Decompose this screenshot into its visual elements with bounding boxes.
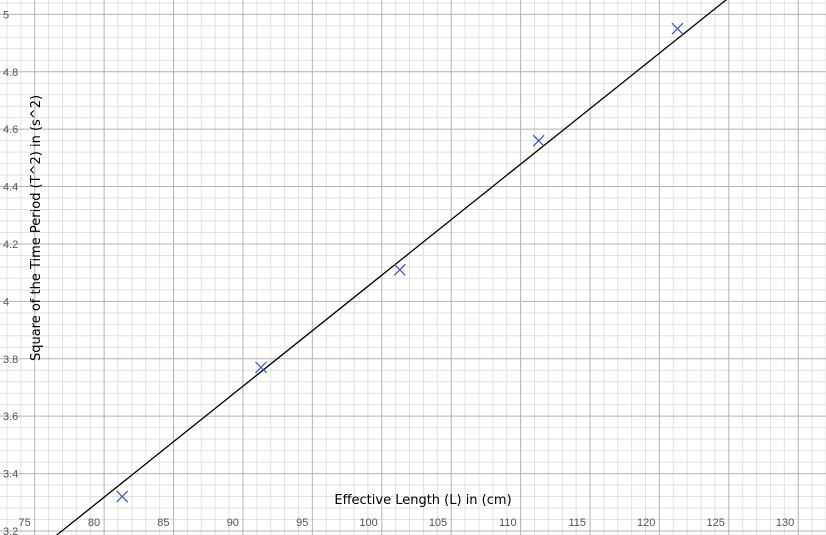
best-fit-line <box>55 0 727 535</box>
data-point-x-marker <box>671 22 684 35</box>
y-tick-label: 4.4 <box>3 182 18 194</box>
marker-stroke <box>116 490 129 503</box>
x-tick-label: 85 <box>157 517 169 529</box>
best-fit-line-group <box>55 0 727 535</box>
x-tick-label: 80 <box>88 517 100 529</box>
x-tick-label: 105 <box>429 517 447 529</box>
y-tick-label: 3.8 <box>3 354 18 366</box>
marker-stroke <box>393 263 406 276</box>
x-tick-label: 125 <box>706 517 724 529</box>
y-tick-label: 3.4 <box>3 469 18 481</box>
marker-stroke <box>532 134 545 147</box>
x-tick-label: 95 <box>296 517 308 529</box>
y-tick-label: 4.2 <box>3 239 18 251</box>
data-point-x-marker <box>255 361 267 374</box>
y-axis-tick-labels: 3.2 3.4 3.6 3.8 4 4.2 4.4 4.6 4.8 5 <box>3 9 18 535</box>
data-points <box>116 22 684 503</box>
x-tick-label: 110 <box>499 517 517 529</box>
y-tick-label: 4 <box>3 296 9 308</box>
x-axis-title: Effective Length (L) in (cm) <box>334 493 511 508</box>
marker-stroke <box>671 22 684 35</box>
data-point-x-marker <box>116 490 129 503</box>
y-tick-label: 4.8 <box>3 67 18 79</box>
x-tick-label: 120 <box>637 517 655 529</box>
y-tick-label: 5 <box>3 9 9 21</box>
data-point-x-marker <box>393 263 406 276</box>
marker-stroke <box>255 361 267 374</box>
y-tick-label: 3.6 <box>3 411 18 423</box>
x-tick-label: 75 <box>18 517 30 529</box>
x-axis-tick-labels: 75 80 85 90 95 100 105 110 115 120 125 130 <box>18 517 794 529</box>
y-tick-label: 3.2 <box>3 526 18 535</box>
x-tick-label: 130 <box>776 517 794 529</box>
y-tick-label: 4.6 <box>3 124 18 136</box>
x-tick-label: 100 <box>359 517 377 529</box>
y-axis-title: Square of the Time Period (T^2) in (s^2) <box>29 95 44 361</box>
x-tick-label: 115 <box>568 517 586 529</box>
data-point-x-marker <box>532 134 545 147</box>
x-tick-label: 90 <box>227 517 239 529</box>
